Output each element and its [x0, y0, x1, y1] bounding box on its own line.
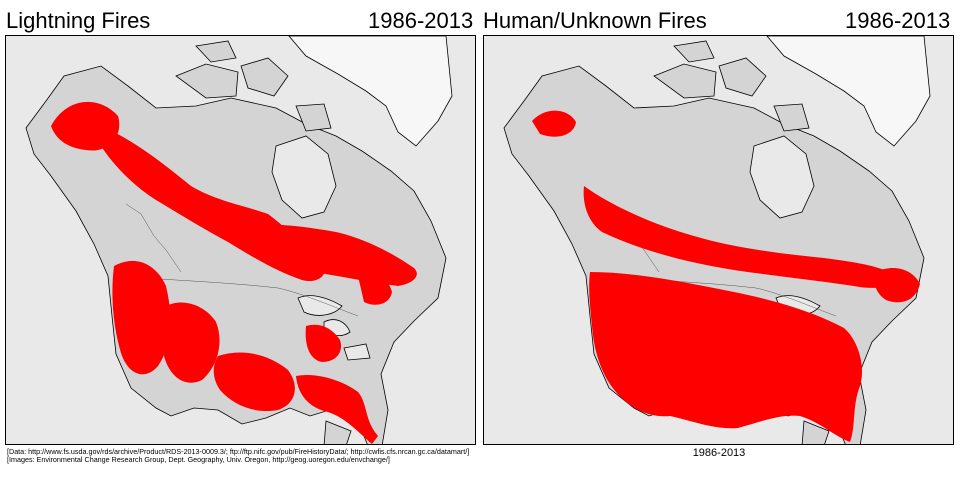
fire-region: [112, 260, 171, 375]
lightning-fires-map: [5, 35, 476, 445]
land-area: [240, 57, 289, 97]
land-area: [773, 103, 810, 132]
water-body: [271, 135, 337, 219]
fire-region: [213, 352, 295, 412]
fire-region: [874, 268, 920, 303]
land-area: [323, 420, 352, 444]
right-panel-title: Human/Unknown Fires: [483, 8, 707, 33]
left-panel-title: Lightning Fires: [6, 8, 151, 33]
image-source-footnote: [Images: Environmental Change Research G…: [7, 455, 390, 464]
fire-region: [296, 374, 378, 444]
land-area: [175, 63, 239, 99]
greenland-ice: [766, 36, 931, 147]
land-area: [653, 63, 717, 99]
land-area: [801, 420, 830, 444]
fire-region: [305, 324, 342, 362]
fire-region: [583, 186, 900, 288]
fire-region: [358, 273, 392, 305]
fire-region: [589, 272, 863, 442]
left-panel-years: 1986-2013: [368, 8, 474, 33]
map-caption: 1986-2013: [692, 447, 746, 459]
data-source-footnote: [Data: http://www.fs.usda.gov/rds/archiv…: [7, 447, 470, 456]
greenland-ice: [288, 36, 453, 147]
land-area: [195, 40, 237, 63]
water-body: [749, 135, 815, 219]
water-body: [297, 295, 343, 316]
right-panel-years: 1986-2013: [845, 8, 951, 33]
border-line: [125, 203, 182, 273]
land-area: [295, 103, 332, 132]
fire-region: [532, 110, 576, 137]
land-area: [718, 57, 767, 97]
land-area: [673, 40, 715, 63]
human-unknown-fires-map: [483, 35, 954, 445]
fire-region: [161, 302, 220, 383]
fire-region: [241, 224, 417, 286]
water-body: [343, 343, 371, 361]
